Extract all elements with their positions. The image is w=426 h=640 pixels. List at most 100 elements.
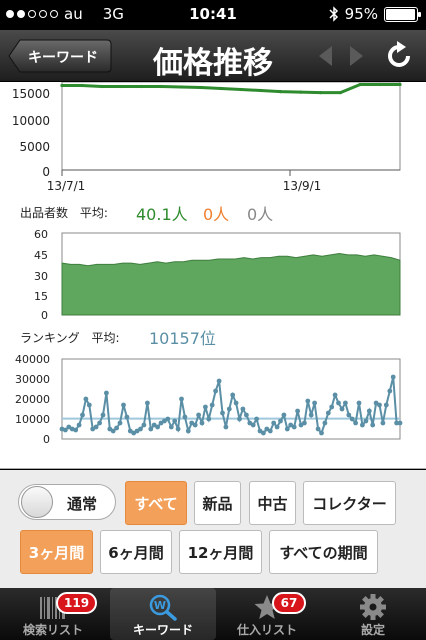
tab-search-list[interactable]: 119 検索リスト [0,588,106,640]
data-point [185,428,191,434]
data-point [397,420,403,426]
data-point [274,424,280,430]
data-point [353,420,358,426]
series-line [62,83,400,95]
sellers-collector-avg: 0人 [247,205,274,224]
next-arrow-icon[interactable] [344,43,368,69]
data-point [305,398,311,404]
data-point [80,412,85,418]
data-point [199,420,205,426]
data-point [60,83,64,88]
data-point [343,400,348,406]
data-point [319,430,324,436]
status-bar: au 3G 10:41 95% [0,0,426,30]
ranking-label-row: ランキング 平均: [20,329,120,346]
back-button[interactable]: キーワード [8,39,112,73]
data-point [203,404,208,410]
keyword-search-icon: W [149,594,177,621]
period-6m-button[interactable]: 6ヶ月間 [100,530,172,574]
data-point [120,84,124,89]
data-point [370,422,376,428]
y-tick-label: 0 [43,433,50,446]
data-point [86,402,92,408]
network-type: 3G [102,5,124,23]
data-point [179,85,183,89]
nav-bar: キーワード 価格推移 [0,30,426,82]
data-point [97,420,102,426]
data-point [175,426,181,432]
tab-label: 仕入リスト [236,623,297,637]
data-point [278,418,283,424]
y-tick-label: 0 [41,309,48,322]
chart-area: 15000 10000 5000 0 13/7/1 13/9/1 出品者数 平均… [0,82,426,469]
y-tick-label: 30 [34,270,48,283]
normal-toggle[interactable]: 通常 [18,484,116,520]
data-point [114,425,119,431]
star-icon [254,595,280,619]
data-point [338,91,342,95]
filter-new-button[interactable]: 新品 [194,481,241,525]
toggle-knob[interactable] [21,486,53,518]
tab-label: キーワード [132,623,193,637]
ranking-chart: 40000 30000 20000 10000 0 [15,353,403,446]
carrier-name: au [64,5,83,23]
period-all-button[interactable]: すべての期間 [269,530,378,574]
previous-arrow-icon[interactable] [314,43,338,69]
series-line [61,376,400,435]
data-point [124,414,130,420]
data-point [139,84,144,89]
period-3m-button[interactable]: 3ヶ月間 [20,530,93,574]
data-point [76,422,82,428]
data-point [346,412,352,418]
sellers-label-row: 出品者数 平均: [20,204,108,221]
bluetooth-icon [329,6,338,22]
period-12m-button[interactable]: 12ヶ月間 [179,530,262,574]
data-point [209,402,215,408]
battery-percent: 95% [344,5,378,23]
toggle-label: 通常 [67,495,98,513]
filter-used-button[interactable]: 中古 [249,481,296,525]
sellers-used-avg: 0人 [203,205,230,224]
data-point [104,390,109,396]
data-point [383,402,389,408]
data-point [394,420,399,426]
data-point [63,427,68,433]
data-point [356,400,362,406]
data-point [254,416,259,422]
back-button-shape [8,39,112,73]
x-tick-label: 13/9/1 [283,179,322,193]
data-point [377,402,382,408]
data-point [390,374,396,380]
filter-all-button[interactable]: すべて [125,481,187,525]
data-point [339,406,345,412]
data-point [216,378,222,384]
data-point [322,420,328,426]
data-point [267,428,273,434]
data-point [220,410,225,416]
data-point [250,422,256,428]
data-point [325,410,331,416]
tab-keyword[interactable]: W キーワード [110,588,216,640]
filter-collector-button[interactable]: コレクター [303,481,396,525]
data-point [244,412,249,418]
battery-icon [384,6,421,22]
data-point [196,412,202,418]
data-point [138,426,143,432]
tab-purchase-list[interactable]: 67 仕入リスト [214,588,320,640]
tab-settings[interactable]: 設定 [320,588,426,640]
sellers-new-avg: 40.1人 [136,205,188,224]
data-point [148,426,154,432]
y-tick-label: 0 [42,165,50,179]
refresh-icon[interactable] [384,41,414,71]
data-point [288,422,294,428]
data-point [358,82,362,87]
data-point [237,416,242,422]
y-tick-label: 15 [34,290,48,303]
svg-text:W: W [154,599,166,612]
series-area [61,252,401,316]
data-point [172,418,178,424]
data-point [336,400,341,406]
data-point [110,428,116,434]
y-tick-label: 40000 [15,353,50,366]
tab-label: 設定 [360,623,385,637]
